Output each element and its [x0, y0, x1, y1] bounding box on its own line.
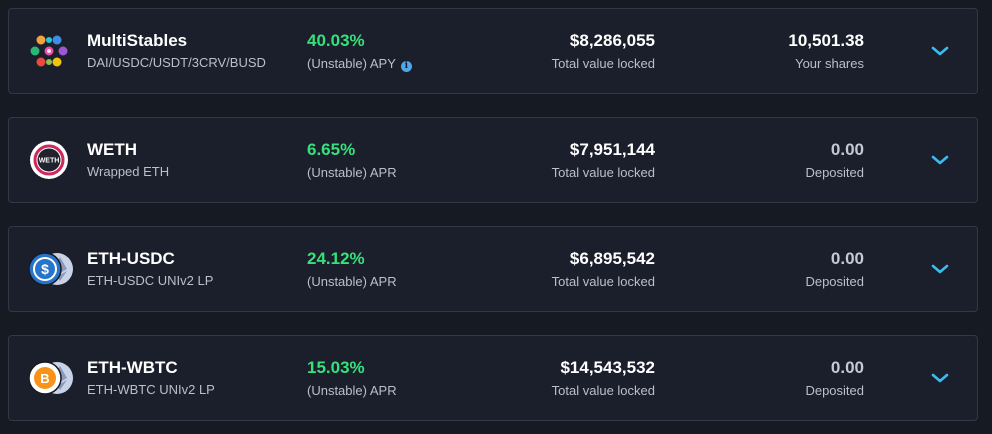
- info-icon[interactable]: i: [400, 61, 412, 72]
- weth-logo-text: WETH: [39, 158, 60, 165]
- vault-card-eth-wbtc[interactable]: B ETH-WBTC ETH-WBTC UNIv2 LP 15.03% (Uns…: [8, 335, 978, 421]
- vault-rate: 24.12%: [307, 249, 365, 268]
- vault-tvl: $14,543,532: [560, 358, 655, 377]
- vault-position-value: 0.00: [830, 140, 864, 159]
- vault-tvl: $8,286,055: [569, 31, 655, 50]
- vault-position-label: Your shares: [795, 56, 864, 71]
- vault-rate: 40.03%: [307, 31, 365, 50]
- vault-card-weth[interactable]: WETH WETH Wrapped ETH 6.65% (Unstable) A…: [8, 117, 978, 203]
- wbtc-eth-pair-icon: B: [29, 361, 73, 395]
- vault-tvl-label: Total value locked: [551, 165, 655, 180]
- vault-tvl-label: Total value locked: [551, 56, 655, 71]
- vault-name: ETH-WBTC: [87, 358, 178, 377]
- vault-subtitle: DAI/USDC/USDT/3CRV/BUSD: [87, 55, 266, 70]
- vault-tvl: $6,895,542: [569, 249, 655, 268]
- chevron-down-icon[interactable]: [931, 154, 949, 166]
- vault-position-value: 0.00: [830, 358, 864, 377]
- vault-position-value: 0.00: [830, 249, 864, 268]
- vault-tvl-label: Total value locked: [551, 383, 655, 398]
- vault-position-label: Deposited: [805, 383, 864, 398]
- vault-card-eth-usdc[interactable]: $ ETH-USDC ETH-USDC UNIv2 LP 24.12% (Uns…: [8, 226, 978, 312]
- chevron-down-icon[interactable]: [931, 45, 949, 57]
- weth-logo-icon: WETH: [30, 141, 68, 179]
- vault-position-label: Deposited: [805, 274, 864, 289]
- chevron-down-icon[interactable]: [931, 372, 949, 384]
- vault-subtitle: ETH-WBTC UNIv2 LP: [87, 382, 215, 397]
- svg-text:$: $: [41, 261, 49, 277]
- svg-text:B: B: [40, 371, 49, 386]
- vault-rate-label-row: (Unstable) APY i: [307, 56, 412, 72]
- vault-tvl: $7,951,144: [569, 140, 655, 159]
- vault-position-label: Deposited: [805, 165, 864, 180]
- chevron-down-icon[interactable]: [931, 263, 949, 275]
- vault-position-value: 10,501.38: [788, 31, 864, 50]
- vault-tvl-label: Total value locked: [551, 274, 655, 289]
- usdc-eth-pair-icon: $: [29, 252, 73, 286]
- vault-rate-label: (Unstable) APR: [307, 274, 397, 289]
- vault-name: ETH-USDC: [87, 249, 175, 268]
- vault-rate-label: (Unstable) APY: [307, 56, 396, 71]
- vault-card-multistables[interactable]: MultiStables DAI/USDC/USDT/3CRV/BUSD 40.…: [8, 8, 978, 94]
- vault-subtitle: Wrapped ETH: [87, 164, 170, 179]
- vault-rate: 6.65%: [307, 140, 356, 159]
- vault-name: MultiStables: [87, 31, 188, 50]
- vault-subtitle: ETH-USDC UNIv2 LP: [87, 273, 214, 288]
- vault-rate-label: (Unstable) APR: [307, 383, 397, 398]
- multistables-logo-icon: [30, 35, 68, 67]
- vault-rate-label: (Unstable) APR: [307, 165, 397, 180]
- vault-name: WETH: [87, 140, 138, 159]
- vault-rate: 15.03%: [307, 358, 365, 377]
